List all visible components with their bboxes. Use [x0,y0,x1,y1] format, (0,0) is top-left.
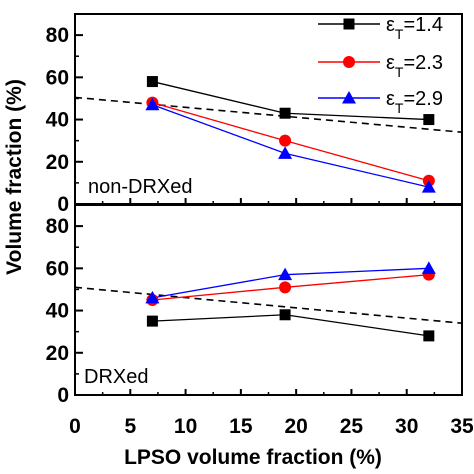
panel-1: 0 20 40 60 80 non-DRXed [46,13,463,216]
legend-entry: εT=1.4 [386,14,443,42]
y-tick-label: 20 [46,342,69,365]
x-tick-label: 25 [340,415,364,438]
y-tick-label: 0 [57,193,69,216]
data-point-eps-2.3 [279,281,292,294]
data-point-eps-2.9 [145,97,160,111]
y-tick-label: 40 [46,109,69,132]
x-tick-label: 35 [450,415,474,438]
x-axis-title: LPSO volume fraction (%) [124,446,382,469]
data-point-eps-2.9 [278,267,293,281]
data-point-eps-2.9 [278,146,293,159]
legend-marker [343,18,355,30]
y-tick-label: 20 [46,151,69,174]
data-point-eps-2.9 [421,261,436,274]
panels-layer: 0 20 40 60 80 non-DRXed 0 20 40 60 80 DRXed [46,13,463,407]
trendline-dashed [74,96,463,134]
data-point-eps-1.4 [279,309,291,321]
y-tick-label: 40 [46,300,69,323]
legend-marker [342,91,356,104]
legend: εT=1.4 εT=2.3 εT=2.9 [318,14,443,116]
data-point-eps-1.4 [423,330,435,342]
x-tick-label: 0 [69,415,81,438]
x-tick-label: 5 [124,415,136,438]
x-tick-label: 15 [229,415,253,438]
y-tick-label: 60 [46,66,69,89]
trendline-dashed [74,286,463,325]
data-point-eps-1.4 [146,315,158,327]
data-point-eps-1.4 [146,76,158,88]
panel-2: 0 20 40 60 80 DRXed [46,204,463,407]
x-tick-label: 10 [174,415,197,438]
panel-label: DRXed [84,366,148,388]
axes-layer: 0 5 10 15 20 25 30 35 [69,415,474,438]
data-point-eps-2.3 [279,134,292,147]
data-point-eps-2.9 [421,180,436,193]
legend-marker [343,56,355,68]
data-point-eps-1.4 [423,114,435,126]
y-axis-title: Volume fraction (%) [3,79,26,275]
y-tick-label: 80 [46,215,69,238]
panel-label: non-DRXed [88,176,193,198]
y-tick-label: 80 [46,24,69,47]
data-point-eps-1.4 [279,107,291,119]
y-tick-label: 0 [57,384,69,407]
legend-entry: εT=2.9 [386,88,443,116]
legend-entry: εT=2.3 [386,52,443,80]
x-tick-label: 30 [395,415,418,438]
x-tick-label: 20 [284,415,307,438]
data-point-eps-2.9 [145,290,160,304]
y-tick-label: 60 [46,257,69,280]
